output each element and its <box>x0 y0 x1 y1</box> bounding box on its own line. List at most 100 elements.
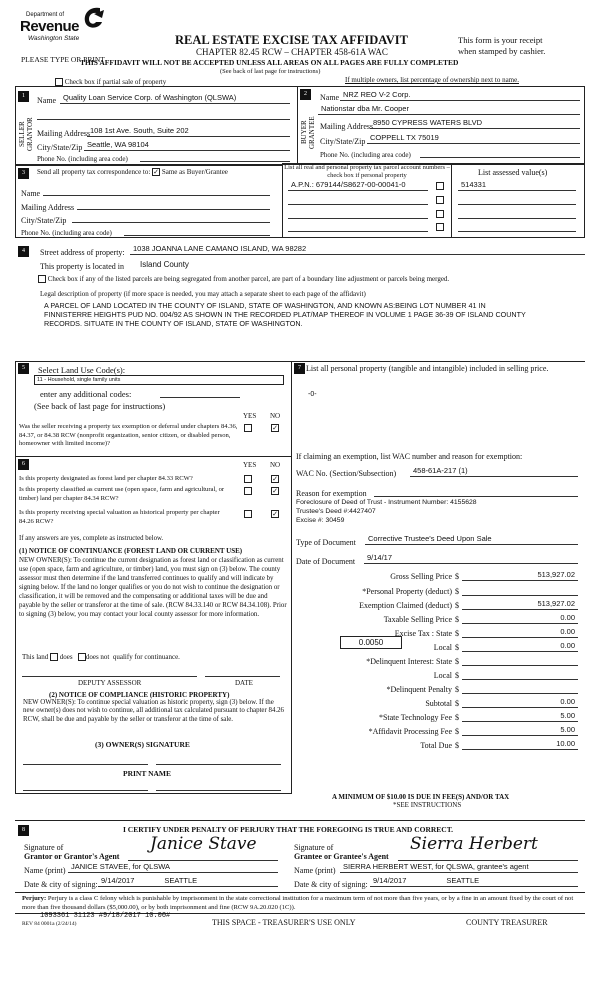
logo-line1: Department of <box>26 12 65 18</box>
reason-line-2: Trustee's Deed #:4427407 <box>296 508 376 515</box>
reason-line[interactable] <box>374 486 578 497</box>
seller-name2-field[interactable] <box>37 109 290 120</box>
amount-value[interactable] <box>462 683 578 694</box>
current-use-yes-checkbox[interactable] <box>244 487 252 495</box>
amount-value[interactable] <box>462 585 578 596</box>
personal-property-checkbox-3[interactable] <box>436 210 444 218</box>
currency-sign: $ <box>455 657 459 666</box>
amount-value[interactable]: 513,927.02 <box>462 599 578 610</box>
doc-date-label: Date of Document <box>296 557 356 566</box>
corr-city-field[interactable] <box>72 212 270 223</box>
seller-address-label: Mailing Address <box>37 129 91 138</box>
parcel-field-2[interactable] <box>288 194 428 205</box>
personal-property-checkbox-1[interactable] <box>436 182 444 190</box>
exemption-yes-checkbox[interactable] <box>244 424 252 432</box>
personal-property-checkbox-4[interactable] <box>436 223 444 231</box>
grantor-date-field[interactable]: 9/14/2017 SEATTLE <box>98 876 278 887</box>
section-number-8: 8 <box>18 825 29 836</box>
amount-label: Local <box>433 671 452 680</box>
parcel-field-4[interactable] <box>288 221 428 232</box>
does-not-checkbox[interactable] <box>77 653 86 662</box>
print-name-line-2[interactable] <box>156 790 281 791</box>
segregated-checkbox[interactable] <box>38 275 46 284</box>
section-number-4: 4 <box>18 246 29 257</box>
deputy-assessor-label: DEPUTY ASSESSOR <box>78 679 142 687</box>
grantor-name-field[interactable]: JANICE STAVEE, for QLSWA <box>68 862 278 873</box>
doc-date-field[interactable]: 9/14/17 <box>364 553 578 564</box>
seller-city-label: City/State/Zip <box>37 143 83 152</box>
corr-phone-field[interactable] <box>124 225 270 236</box>
print-name-line-1[interactable] <box>23 790 148 791</box>
does-checkbox[interactable] <box>50 653 58 662</box>
assessed-value-4[interactable] <box>458 221 576 232</box>
seller-name-field[interactable]: Quality Loan Service Corp. of Washington… <box>60 93 290 104</box>
this-land-label: This land <box>22 653 49 661</box>
wac-field[interactable]: 458-61A-217 (1) <box>410 466 578 477</box>
perjury-note: Perjury: Perjury is a class C felony whi… <box>22 895 587 912</box>
amount-value[interactable]: 5.00 <box>462 711 578 722</box>
grantor-sig-label-1: Signature of <box>24 843 64 852</box>
amount-value[interactable]: 5.00 <box>462 725 578 736</box>
amount-value[interactable]: 10.00 <box>462 739 578 750</box>
seller-city-field[interactable]: Seattle, WA 98104 <box>84 140 290 151</box>
parcel-field-3[interactable] <box>288 208 428 219</box>
form-title: REAL ESTATE EXCISE TAX AFFIDAVIT <box>175 33 408 47</box>
personal-property-checkbox-2[interactable] <box>436 196 444 204</box>
seller-address-field[interactable]: 108 1st Ave. South, Suite 202 <box>87 126 290 137</box>
amount-value[interactable]: 0.00 <box>462 697 578 708</box>
amount-label: Taxable Selling Price <box>383 615 452 624</box>
deputy-line[interactable] <box>22 676 197 677</box>
currency-sign: $ <box>455 713 459 722</box>
owner-sig-line-2[interactable] <box>156 764 281 765</box>
assessed-value-3[interactable] <box>458 208 576 219</box>
additional-codes-field[interactable] <box>160 387 240 398</box>
grantee-sig-label-2: Grantee or Grantee's Agent <box>294 852 389 861</box>
parcel-header: List all real and personal property tax … <box>284 164 450 179</box>
forest-yes-checkbox[interactable] <box>244 475 252 483</box>
owner-sig-line-1[interactable] <box>23 764 148 765</box>
amount-value[interactable]: 513,927.02 <box>462 570 578 581</box>
land-use-section <box>15 361 292 457</box>
corr-address-field[interactable] <box>77 199 270 210</box>
doc-type-field[interactable]: Corrective Trustee's Deed Upon Sale <box>365 534 578 545</box>
assessed-value-2[interactable] <box>458 194 576 205</box>
historic-no-checkbox[interactable]: ✓ <box>271 510 279 518</box>
parcel-field-1[interactable]: A.P.N.: 679144/S8627-00-00041-0 <box>288 180 428 191</box>
grantee-date-field[interactable]: 9/14/2017 SEATTLE <box>370 876 578 887</box>
street-address-field[interactable]: 1038 JOANNA LANE CAMANO ISLAND, WA 98282 <box>130 244 585 255</box>
personal-property-value[interactable]: -0- <box>308 391 317 398</box>
assessed-value-section <box>451 163 585 238</box>
current-use-no-checkbox[interactable]: ✓ <box>271 487 279 495</box>
corr-name-field[interactable] <box>43 185 270 196</box>
buyer-name-label: Name <box>320 93 340 102</box>
buyer-city-field[interactable]: COPPELL TX 75019 <box>367 133 580 144</box>
grantor-signature-line[interactable] <box>128 850 278 861</box>
local-rate-box[interactable]: 0.0050 <box>340 636 402 649</box>
amount-value[interactable] <box>462 669 578 680</box>
buyer-address-field[interactable]: 8950 CYPRESS WATERS BLVD <box>370 118 580 129</box>
buyer-name-field[interactable]: NRZ REO V-2 Corp. <box>340 90 580 101</box>
land-use-see-back: (See back of last page for instructions) <box>34 401 166 411</box>
seller-phone-field[interactable] <box>140 151 290 162</box>
land-use-select[interactable]: 11 - Household, single family units <box>34 375 284 385</box>
partial-sale[interactable]: Check box if partial sale of property <box>55 78 166 87</box>
grantee-signature-line[interactable] <box>398 850 578 861</box>
dor-swirl-logo-icon <box>84 7 104 28</box>
assessed-value-1[interactable]: 514331 <box>458 180 576 191</box>
exemption-no-checkbox[interactable]: ✓ <box>271 424 279 432</box>
footer-rule <box>15 913 585 914</box>
same-as-buyer-checkbox[interactable]: ✓ <box>152 168 161 177</box>
amount-value[interactable]: 0.00 <box>462 613 578 624</box>
amount-value[interactable]: 0.00 <box>462 641 578 652</box>
grantor-date-label: Date & city of signing: <box>24 880 98 889</box>
continuance-row: This land does does not qualify for cont… <box>22 653 180 662</box>
historic-yes-checkbox[interactable] <box>244 510 252 518</box>
amount-value[interactable] <box>462 655 578 666</box>
grantee-name-field[interactable]: SIERRA HERBERT WEST, for QLSWA, grantee'… <box>340 862 578 873</box>
buyer-phone-field[interactable] <box>420 147 580 158</box>
date-line[interactable] <box>205 676 280 677</box>
buyer-name2-field[interactable]: Nationstar dba Mr. Cooper <box>318 104 580 115</box>
legal-description[interactable]: A PARCEL OF LAND LOCATED IN THE COUNTY O… <box>44 301 526 328</box>
amount-value[interactable]: 0.00 <box>462 627 578 638</box>
forest-no-checkbox[interactable]: ✓ <box>271 475 279 483</box>
